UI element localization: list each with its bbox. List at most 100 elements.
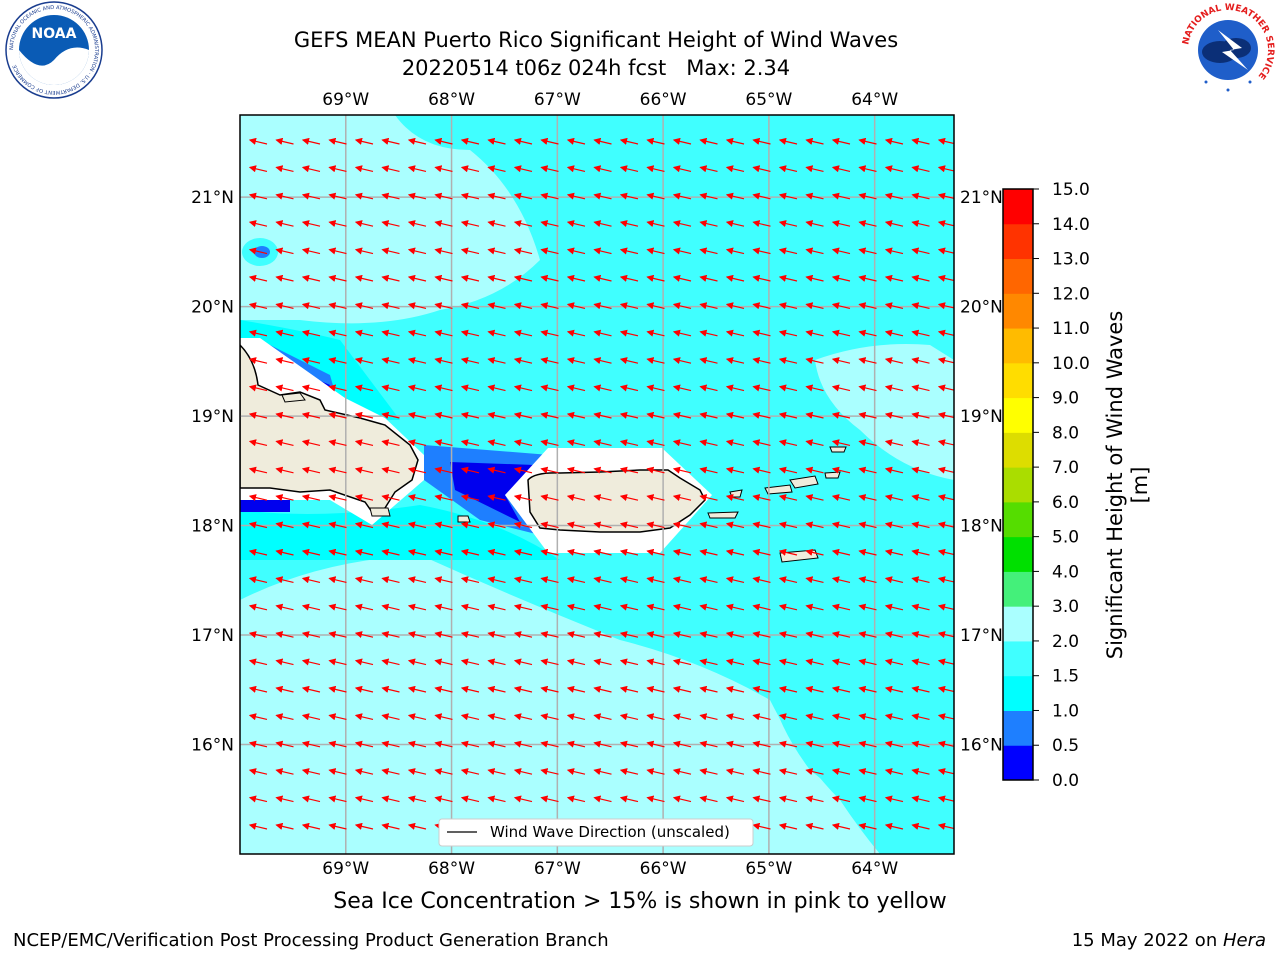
wind-arrow xyxy=(672,685,692,693)
map-frame xyxy=(239,114,955,855)
wind-arrow xyxy=(434,576,453,584)
wind-arrow xyxy=(434,740,453,748)
colorbar-segment xyxy=(1003,432,1033,468)
wind-arrow xyxy=(805,548,824,556)
wind-arrow xyxy=(248,384,268,392)
wind-arrow xyxy=(460,439,480,447)
wind-arrow xyxy=(752,631,771,639)
wind-arrow xyxy=(460,521,480,529)
wind-arrow xyxy=(328,165,347,173)
wind-arrow xyxy=(328,357,347,365)
wind-arrow xyxy=(884,713,904,721)
wind-arrow xyxy=(354,548,374,556)
wind-arrow xyxy=(699,220,718,228)
wind-arrow xyxy=(513,576,533,584)
lat-tick-label-right: 19°N xyxy=(960,407,1003,427)
wind-arrow xyxy=(593,329,612,337)
wind-arrow xyxy=(858,439,877,447)
wind-arrow xyxy=(593,411,612,419)
wind-arrow xyxy=(354,795,374,803)
wind-arrow xyxy=(275,631,294,639)
wind-arrow xyxy=(248,631,268,639)
wind-arrow xyxy=(619,548,639,556)
wind-arrow xyxy=(354,658,374,666)
wind-arrow xyxy=(540,795,559,803)
lat-tick-label-right: 17°N xyxy=(960,626,1003,646)
wind-arrow xyxy=(566,220,586,228)
wind-arrow xyxy=(513,713,533,721)
wind-arrow xyxy=(672,795,692,803)
wind-arrow xyxy=(831,603,851,611)
anegada-island xyxy=(829,446,847,453)
wind-arrow xyxy=(778,795,798,803)
lat-tick-label-left: 18°N xyxy=(191,517,234,537)
wind-arrow xyxy=(619,411,639,419)
wind-arrow xyxy=(487,713,506,721)
wind-arrow xyxy=(434,713,453,721)
wind-arrow xyxy=(858,357,877,365)
wind-arrow xyxy=(672,494,692,502)
wind-arrow xyxy=(619,603,639,611)
wind-arrow xyxy=(805,685,824,693)
wind-arrow xyxy=(805,302,824,310)
wind-arrow xyxy=(752,302,771,310)
wind-arrow xyxy=(275,165,294,173)
wind-arrow xyxy=(699,384,718,392)
wind-arrow xyxy=(805,521,824,529)
wind-arrow xyxy=(301,466,321,474)
lon-tick-label: 67°W xyxy=(534,90,581,110)
wind-arrow xyxy=(672,631,692,639)
wind-arrow xyxy=(248,713,268,721)
mona-island xyxy=(457,515,471,523)
wind-arrow xyxy=(460,658,480,666)
wind-arrow xyxy=(884,329,904,337)
wind-arrow xyxy=(593,247,612,255)
wind-arrow xyxy=(593,521,612,529)
wind-arrow xyxy=(593,494,612,502)
wave-field-coast-south xyxy=(240,505,560,560)
wind-arrow xyxy=(566,302,586,310)
wind-arrow xyxy=(911,192,930,200)
wind-arrow xyxy=(275,768,294,776)
wind-arrow xyxy=(725,685,745,693)
wind-arrow xyxy=(725,466,745,474)
wind-arrow xyxy=(513,165,533,173)
wind-arrow xyxy=(460,740,480,748)
colorbar-tick-label: 12.0 xyxy=(1052,284,1090,304)
wind-arrow xyxy=(699,795,718,803)
wind-arrow xyxy=(540,165,559,173)
wind-arrow xyxy=(805,384,824,392)
wind-arrow xyxy=(301,768,321,776)
wind-arrow xyxy=(699,658,718,666)
wind-arrow xyxy=(487,137,506,145)
wind-arrow xyxy=(911,439,930,447)
wind-arrow xyxy=(858,713,877,721)
wind-arrow xyxy=(619,247,639,255)
wind-arrow xyxy=(328,220,347,228)
lat-tick-label-left: 20°N xyxy=(191,298,234,318)
wind-arrow xyxy=(937,192,954,200)
wind-arrow xyxy=(805,220,824,228)
wind-arrow xyxy=(911,384,930,392)
colorbar-tick-label: 2.0 xyxy=(1052,632,1079,652)
wind-arrow xyxy=(513,137,533,145)
wind-arrow xyxy=(725,302,745,310)
wind-arrow xyxy=(381,576,400,584)
wind-arrow xyxy=(460,713,480,721)
wind-arrow xyxy=(407,576,427,584)
wind-arrow xyxy=(911,768,930,776)
wind-arrow xyxy=(513,274,533,282)
wind-arrow xyxy=(275,494,294,502)
wind-arrow xyxy=(301,685,321,693)
colorbar-tick-label: 7.0 xyxy=(1052,458,1079,478)
wind-arrow xyxy=(434,603,453,611)
wind-arrow xyxy=(381,822,400,830)
wind-arrow xyxy=(699,466,718,474)
wind-arrow xyxy=(831,631,851,639)
wind-arrow xyxy=(434,439,453,447)
wind-arrow xyxy=(513,521,533,529)
wind-arrow xyxy=(328,658,347,666)
wind-arrow xyxy=(911,302,930,310)
wind-arrow xyxy=(248,658,268,666)
wind-arrow xyxy=(725,384,745,392)
